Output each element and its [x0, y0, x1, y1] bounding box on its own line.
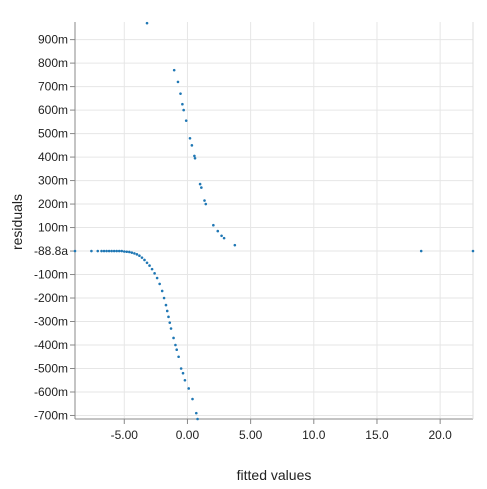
data-point [145, 261, 149, 265]
data-point [122, 250, 126, 253]
data-point [179, 367, 183, 370]
y-tick-label: 900m [38, 33, 68, 47]
data-point [112, 249, 116, 253]
data-point [176, 80, 180, 84]
data-point [96, 249, 100, 253]
y-tick-label: 400m [38, 150, 68, 164]
data-point [177, 355, 180, 359]
data-point [105, 249, 108, 253]
data-point [169, 327, 173, 330]
data-point [130, 251, 134, 254]
data-points [73, 21, 475, 421]
data-point [162, 296, 166, 300]
y-tick-label: -500m [34, 361, 68, 375]
y-tick-label: 300m [38, 174, 68, 188]
data-point [182, 108, 185, 112]
data-point [204, 202, 208, 206]
y-tick-label: -88.8a [34, 244, 68, 258]
data-point [165, 309, 169, 313]
y-tick-label: 500m [38, 127, 68, 141]
data-point [115, 249, 118, 253]
data-point [133, 252, 136, 255]
data-point [164, 303, 168, 307]
data-point [155, 276, 159, 280]
data-point [73, 249, 77, 253]
data-point [117, 249, 121, 253]
data-point [175, 348, 179, 352]
y-tick-label: 800m [38, 56, 68, 70]
data-point [216, 229, 220, 233]
data-point [140, 256, 144, 259]
x-tick-label: 20.0 [428, 428, 452, 442]
x-tick-label: 10.0 [302, 428, 326, 442]
data-point [233, 243, 237, 247]
y-tick-label: 700m [38, 80, 68, 94]
data-point [194, 411, 198, 415]
y-tick-label: 600m [38, 103, 68, 117]
data-point [191, 397, 194, 401]
data-point [198, 182, 202, 186]
data-point [90, 249, 93, 253]
data-point [128, 250, 131, 254]
data-point [179, 92, 182, 95]
data-point [110, 249, 113, 253]
y-tick-label: -200m [34, 291, 68, 305]
data-point [120, 249, 124, 253]
data-point [212, 223, 215, 227]
data-point [184, 119, 188, 122]
data-point [160, 289, 164, 293]
data-point [187, 387, 191, 390]
data-point [419, 249, 423, 253]
data-point [150, 267, 154, 271]
data-point [174, 343, 177, 347]
data-point [138, 254, 141, 258]
data-point [125, 250, 129, 254]
data-point [471, 249, 475, 253]
data-point [188, 136, 192, 140]
data-point [193, 156, 197, 160]
y-tick-label: -400m [34, 338, 68, 352]
data-point [145, 21, 149, 25]
data-point [100, 249, 103, 253]
y-tick-label: 200m [38, 197, 68, 211]
data-point [167, 315, 170, 319]
x-tick-label: 15.0 [365, 428, 389, 442]
data-point [107, 249, 111, 253]
data-point [168, 321, 172, 324]
data-point [193, 154, 196, 158]
y-tick-label: 100m [38, 221, 68, 235]
data-point [220, 234, 223, 238]
data-point [200, 186, 203, 189]
axes [70, 22, 474, 424]
grid-lines [75, 22, 473, 419]
data-point [222, 236, 226, 240]
y-tick-label: -300m [34, 315, 68, 329]
data-point [190, 144, 194, 147]
x-tick-label: 5.00 [239, 428, 263, 442]
x-axis-title: fitted values [237, 467, 312, 483]
data-point [203, 199, 206, 202]
data-point [153, 272, 156, 275]
data-point [181, 102, 184, 106]
data-point [172, 68, 176, 72]
data-point [135, 253, 139, 256]
y-tick-label: -700m [34, 408, 68, 422]
data-point [196, 417, 199, 421]
y-tick-label: -100m [34, 268, 68, 282]
data-point [181, 371, 185, 375]
data-point [143, 258, 146, 262]
data-point [158, 282, 161, 286]
x-tick-label: -5.00 [111, 428, 139, 442]
x-tick-label: 0.00 [176, 428, 200, 442]
y-tick-label: -600m [34, 385, 68, 399]
data-point [148, 264, 151, 267]
y-axis-title: residuals [9, 194, 25, 250]
data-point [172, 336, 175, 340]
tick-labels: 900m 800m 700m 600m 500m 400m 300m 200m 100m -88.… [34, 33, 452, 442]
data-point [102, 249, 106, 253]
data-point [183, 378, 187, 382]
